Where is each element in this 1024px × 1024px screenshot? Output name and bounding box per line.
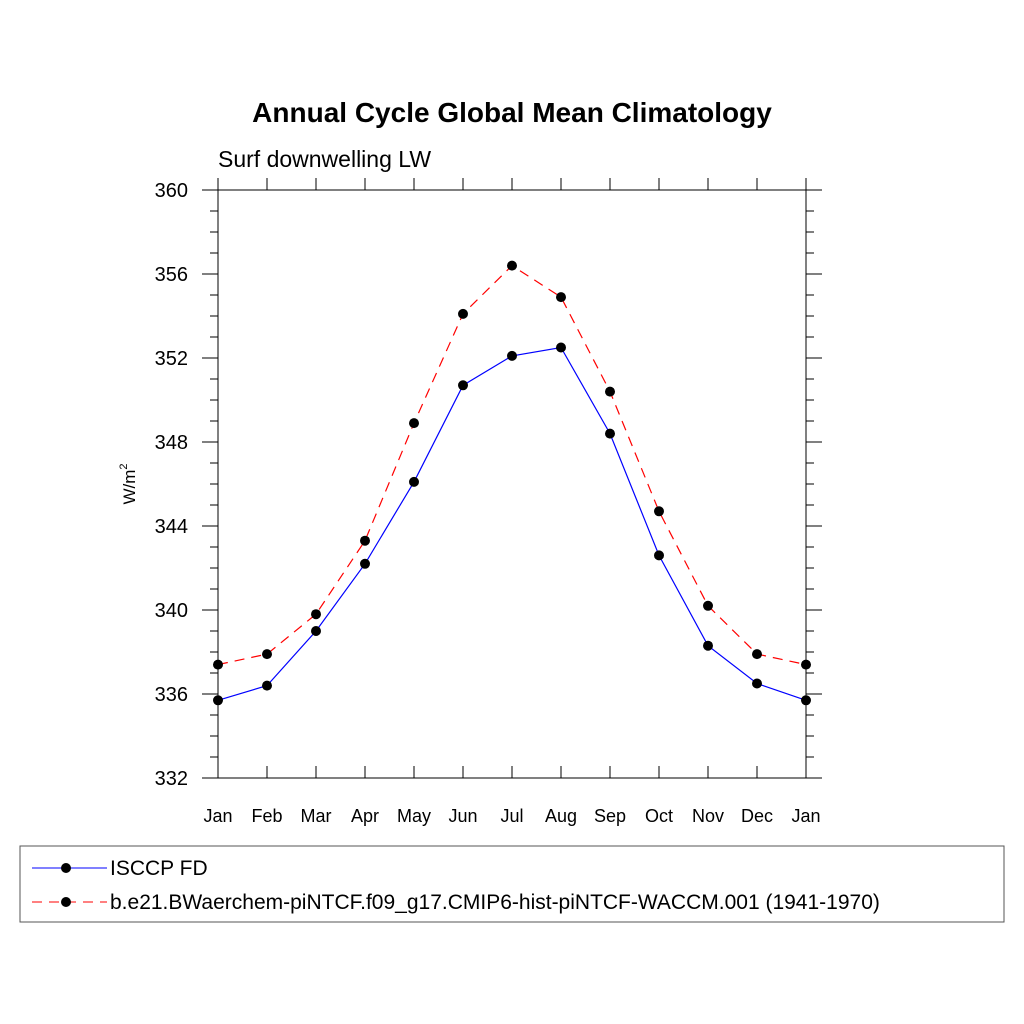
series-1-point (654, 506, 664, 517)
series-1-point (360, 535, 370, 546)
legend-marker-model (61, 897, 71, 907)
x-tick-label: Aug (545, 806, 577, 826)
series-0-point (409, 476, 419, 487)
series-1-point (458, 308, 468, 319)
series-0-point (262, 680, 272, 691)
x-tick-label: Sep (594, 806, 626, 826)
x-tick-label: Oct (645, 806, 673, 826)
series-0-point (213, 695, 223, 706)
legend: ISCCP FD b.e21.BWaerchem-piNTCF.f09_g17.… (19, 845, 1005, 923)
svg-text:W/m2: W/m2 (118, 463, 139, 504)
series-0-point (801, 695, 811, 706)
series-0-point (605, 428, 615, 439)
chart-subtitle: Surf downwelling LW (218, 146, 431, 172)
legend-entry-isccp: ISCCP FD (110, 857, 208, 880)
x-tick-label: May (397, 806, 431, 826)
series-1-point (311, 609, 321, 620)
series-0-point (507, 350, 517, 361)
y-tick-label: 348 (155, 432, 188, 454)
legend-marker-isccp (61, 863, 71, 873)
series-0-point (311, 626, 321, 636)
series-0-point (360, 558, 370, 569)
series-0-point (703, 640, 713, 651)
y-tick-label: 352 (155, 348, 188, 370)
series-1-point (213, 659, 223, 670)
plot-frame (217, 189, 807, 779)
series-1-point (605, 386, 615, 397)
series-1-point (556, 292, 566, 303)
x-tick-label: Jan (203, 806, 232, 826)
x-tick-label: Jan (791, 806, 820, 826)
y-tick-label: 340 (155, 600, 188, 622)
plot-area: 332 336 340 344 348 352 356 360 Jan Feb Mar Apr May J… (155, 178, 822, 826)
series-1-point (507, 260, 517, 271)
series-1-point (752, 649, 762, 660)
series-0-point (556, 342, 566, 353)
y-tick-label: 360 (155, 180, 188, 202)
y-tick-label: 336 (155, 684, 188, 706)
x-tick-label: Apr (351, 806, 379, 826)
series-1-point (409, 418, 419, 429)
legend-box (19, 845, 1005, 923)
y-axis-label: W/m2 (118, 463, 139, 504)
series-1-point (801, 659, 811, 670)
y-axis-label-text: W/m (120, 470, 139, 505)
series-line-1 (217, 264, 807, 666)
y-tick-label: 344 (155, 516, 188, 538)
series-0-point (752, 678, 762, 689)
y-tick-label: 332 (155, 768, 188, 790)
y-tick-label: 356 (155, 264, 188, 286)
series-1-point (262, 649, 272, 660)
series-0-point (458, 380, 468, 391)
chart-title: Annual Cycle Global Mean Climatology (252, 97, 772, 128)
series-0-point (654, 550, 664, 561)
y-axis-label-superscript: 2 (118, 463, 130, 469)
x-tick-label: Nov (692, 806, 724, 826)
x-tick-label: Dec (741, 806, 773, 826)
series-1-point (703, 600, 713, 611)
legend-entry-model: b.e21.BWaerchem-piNTCF.f09_g17.CMIP6-his… (110, 891, 880, 914)
x-tick-label: Mar (301, 806, 332, 826)
series-line-0 (217, 346, 807, 701)
x-tick-label: Jul (500, 806, 523, 826)
x-tick-label: Jun (448, 806, 477, 826)
x-tick-label: Feb (251, 806, 282, 826)
